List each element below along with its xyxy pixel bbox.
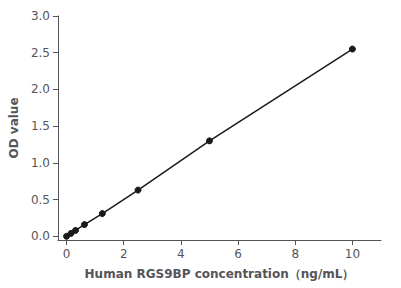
svg-text:0.0: 0.0 xyxy=(31,229,50,243)
svg-text:8: 8 xyxy=(291,247,299,261)
svg-text:2.5: 2.5 xyxy=(31,46,50,60)
svg-text:6: 6 xyxy=(234,247,242,261)
svg-text:4: 4 xyxy=(177,247,185,261)
svg-text:Human RGS9BP concentration（ng/: Human RGS9BP concentration（ng/mL） xyxy=(85,267,355,281)
svg-text:1.0: 1.0 xyxy=(31,156,50,170)
svg-text:1.5: 1.5 xyxy=(31,119,50,133)
svg-text:2.0: 2.0 xyxy=(31,82,50,96)
svg-text:0: 0 xyxy=(63,247,71,261)
svg-text:3.0: 3.0 xyxy=(31,9,50,23)
svg-text:OD value: OD value xyxy=(7,97,21,158)
svg-text:10: 10 xyxy=(345,247,360,261)
svg-text:2: 2 xyxy=(120,247,128,261)
svg-text:0.5: 0.5 xyxy=(31,193,50,207)
